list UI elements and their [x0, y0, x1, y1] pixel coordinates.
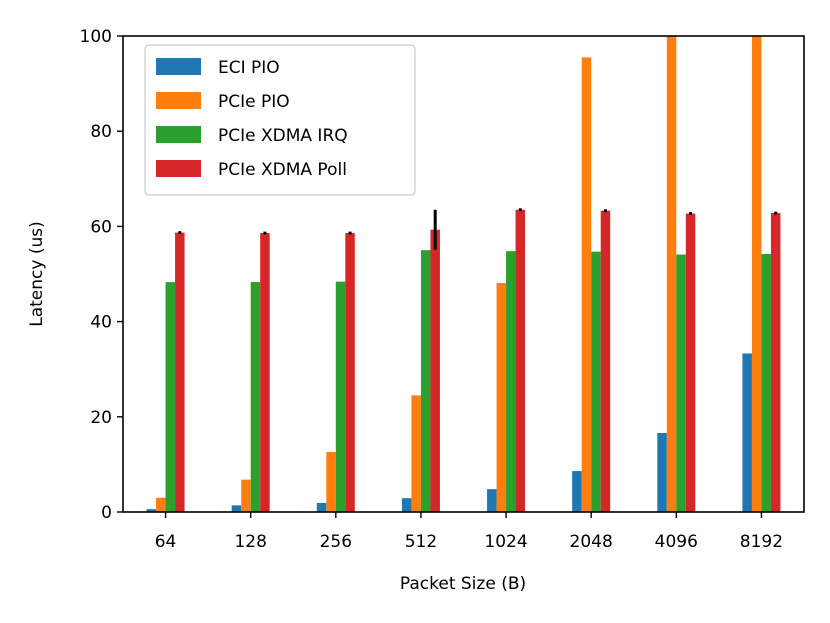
bar: [420, 250, 431, 512]
bar: [411, 395, 421, 512]
legend-label: ECI PIO: [218, 58, 280, 78]
bars-group: [146, 36, 781, 513]
bar: [600, 210, 611, 512]
bar: [316, 502, 327, 512]
y-tick-label: 80: [90, 122, 112, 142]
bar: [241, 479, 251, 512]
bar: [666, 36, 677, 512]
legend-label: PCIe XDMA Poll: [218, 160, 347, 180]
bar: [146, 509, 157, 512]
legend: ECI PIO PCIe PIO PCIe XDMA IRQ PCIe XDMA Po…: [144, 44, 416, 196]
y-axis: 0 20 40 60 80 100: [80, 27, 123, 523]
legend-swatch: [156, 58, 201, 75]
legend-label: PCIe PIO: [218, 92, 290, 112]
bar: [591, 251, 601, 512]
bar: [335, 281, 346, 512]
bar: [156, 497, 166, 512]
x-tick-label: 128: [234, 532, 266, 552]
bar: [751, 36, 762, 512]
y-tick-label: 0: [101, 503, 112, 523]
bar: [685, 213, 696, 513]
legend-swatch: [156, 92, 201, 109]
x-tick-label: 64: [155, 532, 177, 552]
bar: [506, 251, 516, 512]
bar: [572, 471, 582, 512]
x-tick-label: 1024: [484, 532, 527, 552]
x-tick-label: 4096: [655, 532, 698, 552]
bar: [231, 505, 242, 512]
bar: [676, 254, 686, 513]
legend-label: PCIe XDMA IRQ: [218, 126, 348, 146]
bar: [515, 209, 526, 513]
y-tick-label: 100: [80, 27, 112, 47]
bar: [770, 213, 781, 512]
y-tick-label: 20: [90, 408, 112, 428]
bar: [581, 57, 592, 513]
y-tick-label: 60: [90, 217, 112, 237]
bar: [175, 232, 185, 512]
legend-swatch: [156, 160, 201, 177]
bar: [742, 353, 752, 512]
bar: [401, 498, 412, 512]
bar: [496, 283, 507, 512]
y-tick-label: 40: [90, 313, 112, 333]
bar: [761, 254, 771, 512]
bar: [430, 229, 440, 513]
plot-frame: [122, 35, 805, 513]
x-tick-label: 512: [405, 532, 437, 552]
x-tick-label: 2048: [570, 532, 613, 552]
bar: [260, 233, 270, 512]
bar: [657, 432, 667, 512]
legend-swatch: [156, 126, 201, 143]
bar: [326, 452, 336, 512]
x-tick-label: 8192: [740, 532, 783, 552]
bar: [250, 282, 261, 512]
x-axis: 64 128 256 512 1024 2048 4096 8192: [155, 512, 783, 552]
x-axis-label: Packet Size (B): [400, 574, 526, 594]
y-axis-label: Latency (us): [27, 221, 47, 327]
bar: [487, 489, 497, 512]
error-bars-group: [178, 208, 778, 250]
bar: [165, 282, 176, 512]
x-tick-label: 256: [320, 532, 352, 552]
bar: [345, 233, 355, 512]
legend-frame: [144, 44, 416, 196]
